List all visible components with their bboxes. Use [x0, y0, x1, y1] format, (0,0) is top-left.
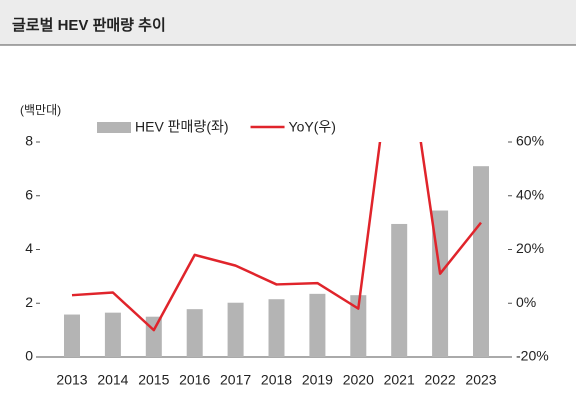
x-tick-label: 2022 [425, 372, 456, 388]
bar [186, 309, 203, 357]
y2-tick-label: 40% [516, 186, 544, 202]
y-tick-label: 2 [25, 294, 33, 310]
y2-tick-label: 20% [516, 240, 544, 256]
chart-title: 글로벌 HEV 판매량 추이 [12, 16, 166, 34]
bar [268, 299, 285, 357]
legend-swatch [97, 122, 131, 133]
y-tick-label: 6 [25, 186, 33, 202]
legend-label: HEV 판매량(좌) [135, 119, 229, 135]
bar [145, 316, 162, 357]
bar [350, 295, 367, 357]
x-tick-label: 2019 [302, 372, 333, 388]
bar [104, 312, 121, 357]
x-tick-label: 2016 [179, 372, 210, 388]
y-tick-label: 8 [25, 133, 33, 149]
y2-tick-label: -20% [516, 348, 549, 364]
plot-area [64, 142, 489, 357]
bar [391, 223, 408, 357]
bar [227, 302, 244, 357]
header-band [0, 0, 576, 45]
yoy-line [71, 142, 482, 332]
y-tick-label: 4 [25, 240, 33, 256]
x-tick-label: 2013 [56, 372, 87, 388]
x-tick-label: 2021 [384, 372, 415, 388]
legend-label: YoY(우) [289, 119, 336, 135]
bar [64, 314, 80, 357]
x-tick-label: 2015 [138, 372, 169, 388]
x-tick-label: 2014 [97, 372, 128, 388]
bar [473, 166, 489, 357]
y2-tick-label: 0% [516, 294, 536, 310]
y-tick-label: 0 [25, 348, 33, 364]
x-tick-label: 2023 [465, 372, 496, 388]
x-tick-label: 2018 [261, 372, 292, 388]
y-unit-label: (백만대) [20, 103, 61, 117]
x-tick-label: 2020 [343, 372, 374, 388]
bar [309, 293, 326, 357]
y2-tick-label: 60% [516, 133, 544, 149]
x-tick-label: 2017 [220, 372, 251, 388]
